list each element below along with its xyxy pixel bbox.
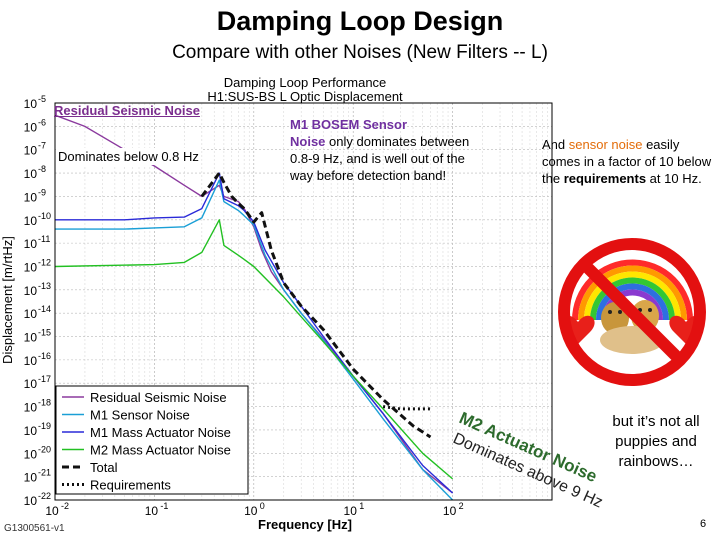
- legend-label-m2_mass: M2 Mass Actuator Noise: [90, 443, 231, 458]
- m2-actuator-annotation: M2 Actuator Noise Dominates above 9 Hz: [450, 408, 605, 511]
- bosem-annotation-title: M1 BOSEM Sensor: [290, 117, 408, 132]
- y-tick-label: 10: [24, 97, 38, 111]
- page-number: 6: [700, 518, 707, 530]
- y-tick-exponent: -20: [38, 444, 51, 454]
- legend-label-requirements: Requirements: [90, 478, 171, 493]
- series-line-total: [200, 171, 432, 439]
- y-tick-label: 10: [24, 167, 38, 181]
- y-tick-exponent: -8: [38, 164, 46, 174]
- y-tick-label: 10: [24, 284, 38, 298]
- y-tick-label: 10: [24, 190, 38, 204]
- y-tick-label: 10: [24, 494, 38, 508]
- x-tick-exponent: 1: [359, 501, 364, 511]
- residual-annotation-title: Residual Seismic Noise: [54, 103, 200, 118]
- y-tick-exponent: -5: [38, 94, 46, 104]
- y-tick-exponent: -10: [38, 211, 51, 221]
- x-tick-label: 10: [45, 504, 59, 518]
- y-axis-label: Displacement [m/rtHz]: [0, 236, 15, 364]
- sensor-noise-annotation: And sensor noise easily comes in a facto…: [542, 136, 717, 187]
- y-tick-label: 10: [24, 377, 38, 391]
- y-tick-label: 10: [24, 424, 38, 438]
- y-tick-exponent: -22: [38, 491, 51, 501]
- x-tick-label: 10: [145, 504, 159, 518]
- y-tick-exponent: -12: [38, 257, 51, 267]
- x-axis-label: Frequency [Hz]: [258, 517, 352, 532]
- chart-series: [54, 114, 454, 501]
- chart-legend: Residual Seismic Noise M1 Sensor Noise M1 …: [55, 385, 249, 495]
- series-line-m1_sensor: [55, 179, 454, 501]
- sensor-annotation-bold: requirements: [563, 171, 647, 186]
- y-tick-exponent: -18: [38, 398, 51, 408]
- x-tick-exponent: -1: [160, 501, 168, 511]
- plot-frame: [54, 102, 553, 501]
- series-line-requirements: [382, 405, 431, 411]
- y-tick-exponent: -11: [38, 234, 50, 244]
- y-tick-exponent: -15: [38, 328, 51, 338]
- legend-label-m1_sensor: M1 Sensor Noise: [90, 408, 190, 423]
- chart-subtitle: H1:SUS-BS L Optic Displacement: [207, 89, 403, 104]
- y-tick-label: 10: [24, 144, 38, 158]
- sensor-annotation-pre: And: [542, 137, 569, 152]
- sensor-annotation-mid: easily comes in a factor of 10 below the: [542, 137, 712, 186]
- y-tick-exponent: -17: [38, 374, 51, 384]
- x-tick-label: 10: [244, 504, 258, 518]
- residual-annotation-text: Dominates below 0.8 Hz: [56, 148, 201, 165]
- series-line-m2_mass: [54, 219, 454, 480]
- y-tick-label: 10: [24, 214, 38, 228]
- legend-label-m1_mass: M1 Mass Actuator Noise: [90, 425, 231, 440]
- y-tick-exponent: -16: [38, 351, 51, 361]
- y-tick-exponent: -6: [38, 117, 46, 127]
- y-tick-labels: 10-2210-2110-2010-1910-1810-1710-1610-15…: [24, 94, 51, 508]
- x-tick-exponent: 0: [260, 501, 265, 511]
- x-tick-exponent: -2: [61, 501, 69, 511]
- sensor-annotation-highlight: sensor noise: [568, 137, 643, 152]
- legend-box: [55, 385, 249, 495]
- x-tick-label: 10: [443, 504, 457, 518]
- no-puppies-sign-icon: [558, 238, 706, 386]
- y-tick-label: 10: [24, 401, 38, 415]
- y-tick-exponent: -7: [38, 141, 46, 151]
- document-id: G1300561-v1: [4, 523, 65, 534]
- legend-label-residual: Residual Seismic Noise: [90, 390, 227, 405]
- chart-title: Damping Loop Performance: [224, 75, 387, 90]
- y-tick-exponent: -21: [38, 468, 51, 478]
- y-tick-label: 10: [24, 120, 38, 134]
- x-tick-exponent: 2: [459, 501, 464, 511]
- y-tick-label: 10: [24, 447, 38, 461]
- x-tick-label: 10: [344, 504, 358, 518]
- y-tick-exponent: -14: [38, 304, 51, 314]
- bosem-annotation-highlight: Noise: [290, 134, 326, 149]
- slide-title: Damping Loop Design: [216, 6, 504, 36]
- y-tick-label: 10: [24, 354, 38, 368]
- y-tick-exponent: -13: [38, 281, 51, 291]
- chart-grid: [54, 102, 552, 501]
- sensor-annotation-post: at 10 Hz.: [646, 171, 702, 186]
- y-tick-exponent: -9: [38, 187, 46, 197]
- y-tick-exponent: -19: [38, 421, 51, 431]
- y-tick-label: 10: [24, 260, 38, 274]
- y-tick-label: 10: [24, 331, 38, 345]
- legend-label-total: Total: [90, 460, 118, 475]
- x-tick-labels: 10 -2 10 -1 10 0 10 1 10 2: [45, 501, 463, 518]
- y-tick-label: 10: [24, 237, 38, 251]
- bosem-annotation-rest: only dominates between 0.8-9 Hz, and is …: [290, 134, 470, 183]
- y-tick-label: 10: [24, 471, 38, 485]
- slide-subtitle: Compare with other Noises (New Filters -…: [172, 42, 548, 63]
- bosem-annotation: M1 BOSEM Sensor Noise only dominates betw…: [290, 116, 480, 184]
- puppies-rainbows-caption: but it’s not all puppies and rainbows…: [612, 413, 700, 470]
- y-tick-label: 10: [24, 307, 38, 321]
